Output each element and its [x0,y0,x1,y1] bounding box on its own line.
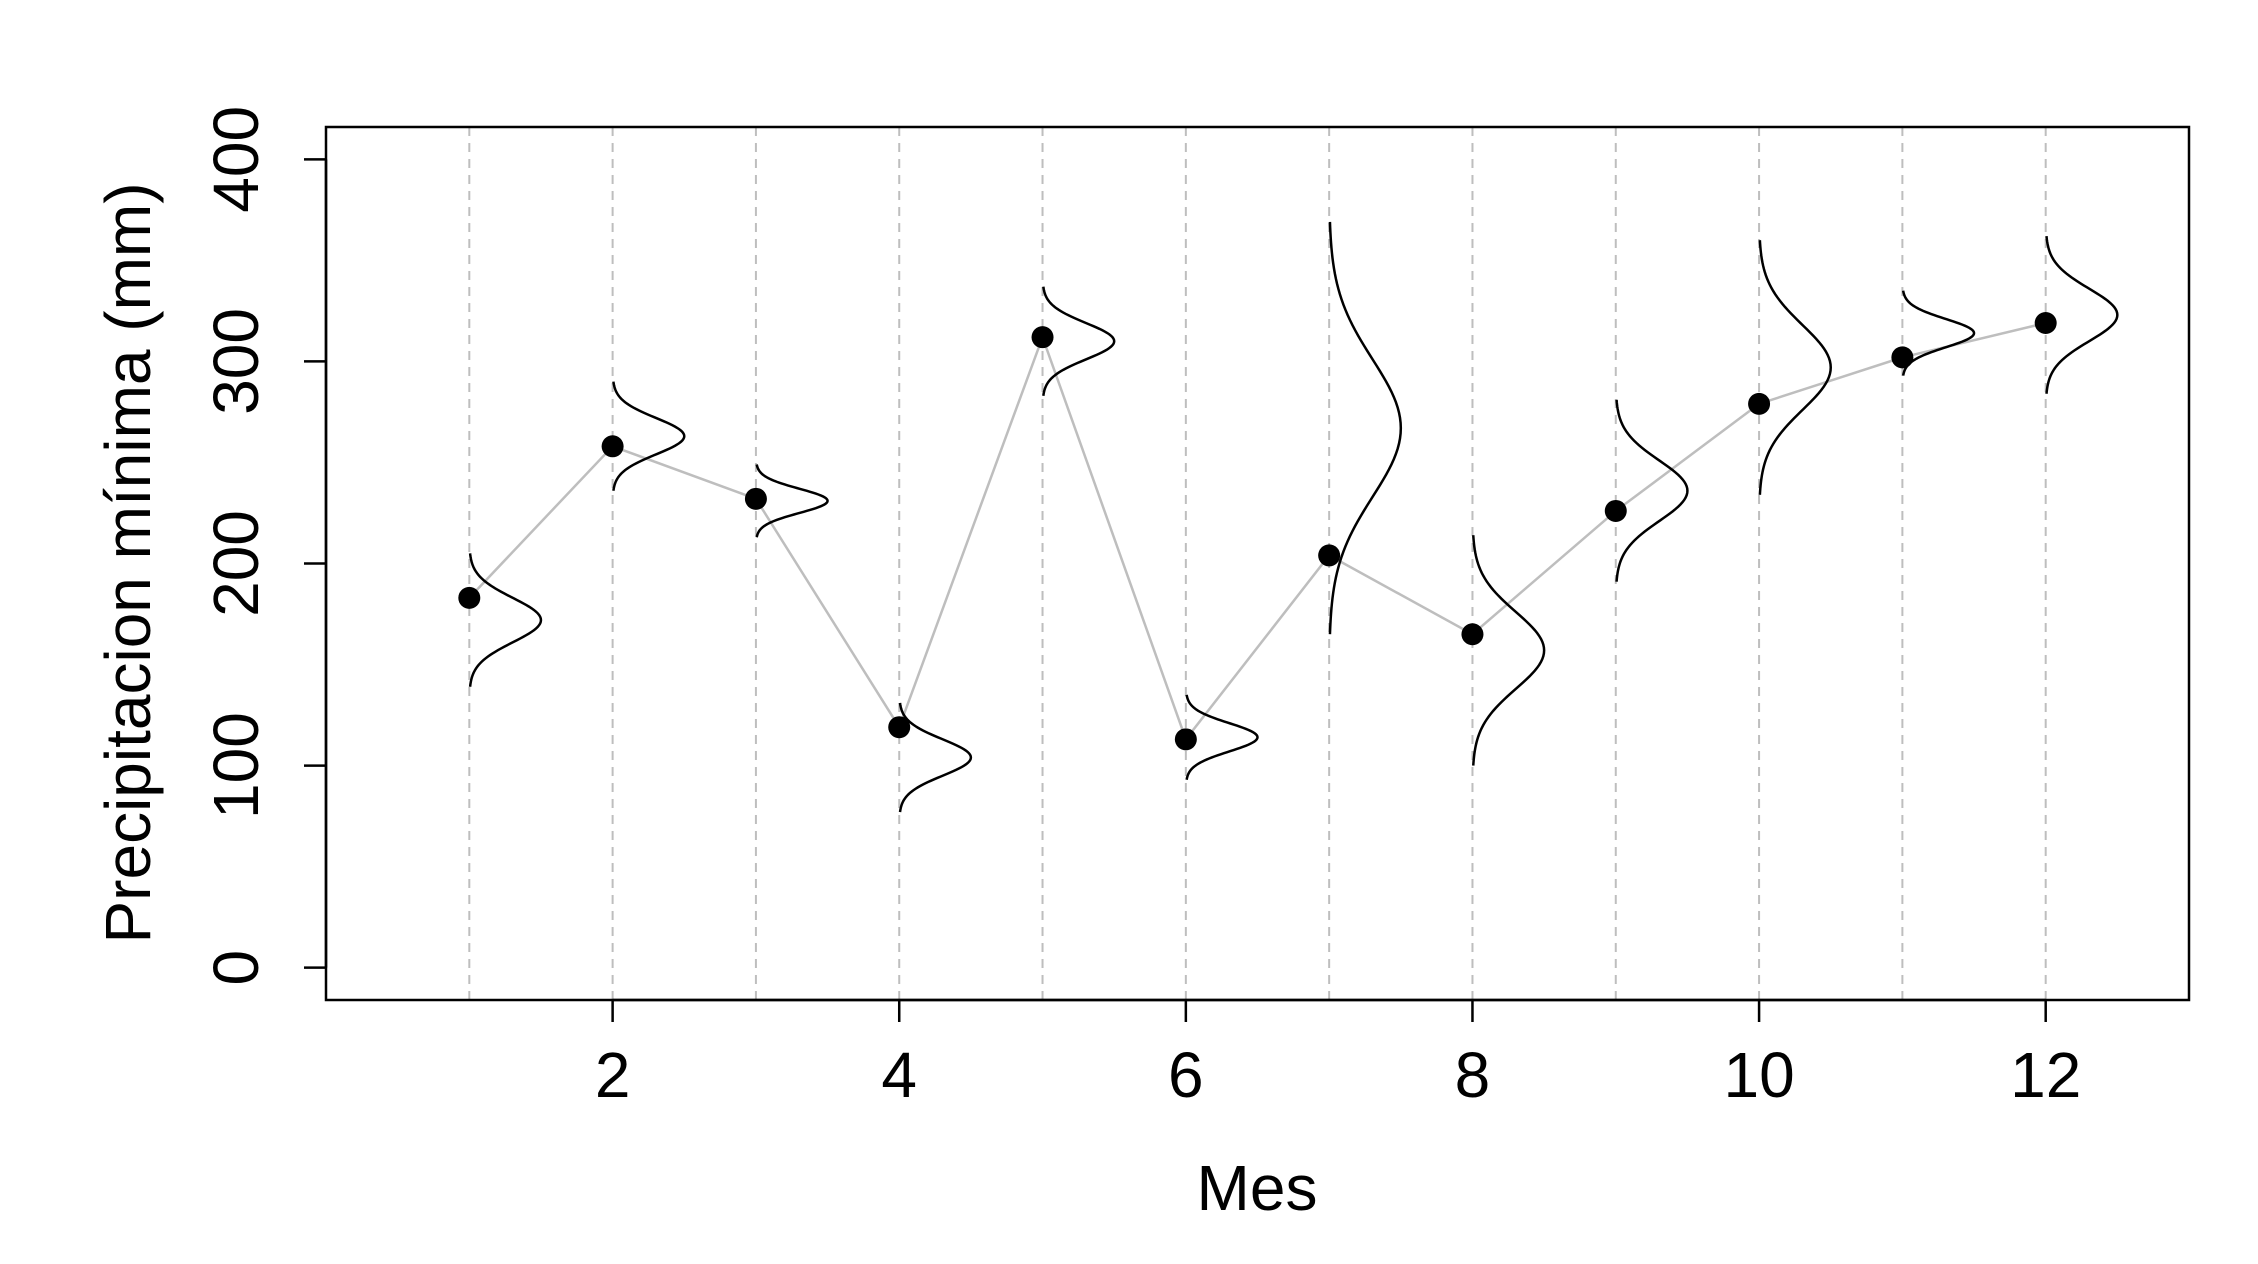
series-polyline [468,321,2046,742]
x-tick-label: 12 [2010,1039,2081,1111]
y-axis-title: Precipitacion mínima (mm) [92,182,164,943]
density-curve [468,553,543,687]
data-points [458,312,2057,751]
data-point [888,716,911,739]
x-tick-label: 6 [1168,1039,1204,1111]
x-tick-label: 4 [881,1039,917,1111]
x-axis-title: Mes [1197,1152,1318,1224]
data-point [744,487,767,510]
density-curve [1472,535,1546,766]
y-tick-label: 200 [200,510,272,617]
density-curve [2045,236,2119,394]
density-curve [1615,399,1689,582]
x-axis: 2 4 6 8 10 12 [595,998,2081,1111]
data-point [1031,326,1054,349]
x-tick-label: 2 [595,1039,631,1111]
data-point [458,586,481,609]
y-tick-label: 100 [200,712,272,819]
density-curves [468,221,2119,813]
grid-lines [468,127,2047,1000]
y-tick-label: 0 [200,950,272,986]
density-curve [612,381,686,491]
density-curve [755,464,829,538]
data-point [1318,544,1341,567]
density-curve [1042,286,1116,396]
data-point [1891,346,1914,369]
density-curve [1185,694,1259,780]
y-axis: 0 100 200 300 400 [200,106,328,986]
data-point [1748,392,1771,415]
y-tick-label: 400 [200,106,272,213]
x-tick-label: 8 [1455,1039,1491,1111]
y-tick-label: 300 [200,308,272,415]
data-point [2034,312,2057,335]
data-point [1174,728,1197,751]
data-point [1604,499,1627,522]
density-curve [1758,240,1832,495]
series-line [468,321,2046,742]
density-curve [1328,221,1403,635]
x-tick-label: 10 [1723,1039,1794,1111]
data-point [601,435,624,458]
data-point [1461,623,1484,646]
density-curve [898,702,973,813]
